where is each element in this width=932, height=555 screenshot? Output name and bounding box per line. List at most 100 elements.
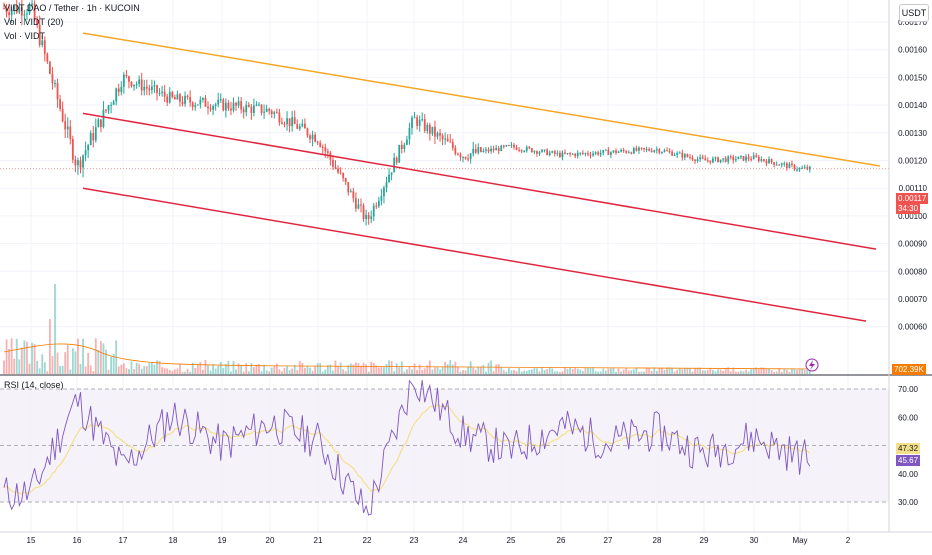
volume-bar [406,369,408,374]
volume-bar [587,367,589,374]
symbol-legend[interactable]: VIDT DAO / Tether · 1h · KUCOIN [4,3,140,13]
resistance-trendline[interactable] [82,32,881,167]
volume-bar [66,344,69,374]
candle-body [416,117,418,126]
volume-bar [316,363,319,374]
candle-body [13,5,16,10]
candle-body [120,86,123,93]
channel-trendline[interactable] [82,112,877,250]
candle-body [337,168,339,173]
volume-bar [59,365,61,374]
candle-body [296,124,299,129]
candle-body [454,147,457,154]
rsi-ma-tag: 47.32 [896,443,921,454]
candle-body [128,76,130,82]
candle-body [286,118,288,125]
candle-body [691,157,694,160]
rsi-lines [0,379,889,516]
candle-body [365,214,367,219]
volume-bar [362,362,365,374]
volume-bar [446,364,449,374]
candle-body [709,160,712,163]
lightning-icon[interactable] [805,358,819,372]
candle-body [253,105,255,113]
rsi-legend[interactable]: RSI (14, close) [4,380,64,390]
volume-bar [235,369,237,374]
volume-bar [291,368,294,374]
candle-body [740,156,742,158]
volume-bar [107,369,110,374]
volume-bar [31,342,33,374]
volume-bar [467,366,469,374]
volume-bar [135,362,138,374]
volume-bar [194,367,197,374]
candle-body [602,150,605,153]
candle-body [714,157,717,159]
volume-bar [464,370,467,374]
candle-body [212,106,214,110]
volume-bar [773,371,775,374]
volume-bar [487,362,490,374]
volume-bar [217,365,220,374]
candle-body [20,7,23,16]
candle-body [406,139,408,145]
volume-bar [133,369,135,374]
volume-bar [602,368,605,374]
currency-button[interactable]: USDT [899,4,929,22]
volume-legend-ma[interactable]: Vol · VIDT (20) [4,17,64,27]
candle-body [599,152,602,155]
candle-body [143,86,146,91]
candle-body [724,158,727,162]
volume-bar [179,364,181,374]
candle-body [54,82,56,84]
volume-bar [760,367,763,374]
candle-body [250,106,253,113]
candle-body [523,150,526,152]
volume-bar [579,369,582,374]
volume-tag: 702.39K [892,364,926,375]
candle-body [166,96,169,103]
candle-body [15,5,18,13]
candle-body [380,196,383,201]
time-tick-label: 25 [507,536,516,545]
volume-bar [510,370,513,374]
time-axis[interactable]: 15 16 17 18 19 20 21 22 23 24 25 26 27 28 29 30 May 2 [0,531,932,545]
candle-body [755,155,758,157]
channel-trendline[interactable] [82,187,867,322]
volume-bar [89,365,92,374]
candle-body [658,149,661,153]
volume-bar [161,367,163,374]
volume-bar [462,370,464,374]
volume-bar [326,365,329,374]
volume-bar [97,349,100,374]
candle-body [515,147,518,150]
candle-body [678,152,681,154]
volume-bar [732,367,735,374]
trendlines[interactable] [0,32,889,322]
candle-body [446,138,449,142]
volume-bar [79,364,82,374]
volume-legend[interactable]: Vol · VIDT [4,31,46,41]
volume-bar [785,369,788,374]
candle-body [778,164,781,166]
volume-bar [530,369,533,374]
volume-bar [367,371,370,374]
candle-body [247,104,250,107]
volume-bar [15,338,18,374]
volume-bar [332,370,334,374]
price-axis[interactable]: 0.00170 0.00160 0.00150 0.00140 0.00130 0.001… [898,18,927,332]
candle-body [548,152,551,156]
rsi-ma-line [3,403,811,495]
volume-bar [479,366,482,374]
candle-body [612,150,615,153]
candle-body [89,133,92,146]
volume-bar [681,369,684,374]
candle-body [681,152,684,158]
volume-bar [574,367,577,374]
candle-body [467,158,469,160]
volume-bar [304,367,306,374]
candle-body [474,148,477,153]
time-tick-label: 15 [27,536,36,545]
volume-bar [747,371,750,374]
